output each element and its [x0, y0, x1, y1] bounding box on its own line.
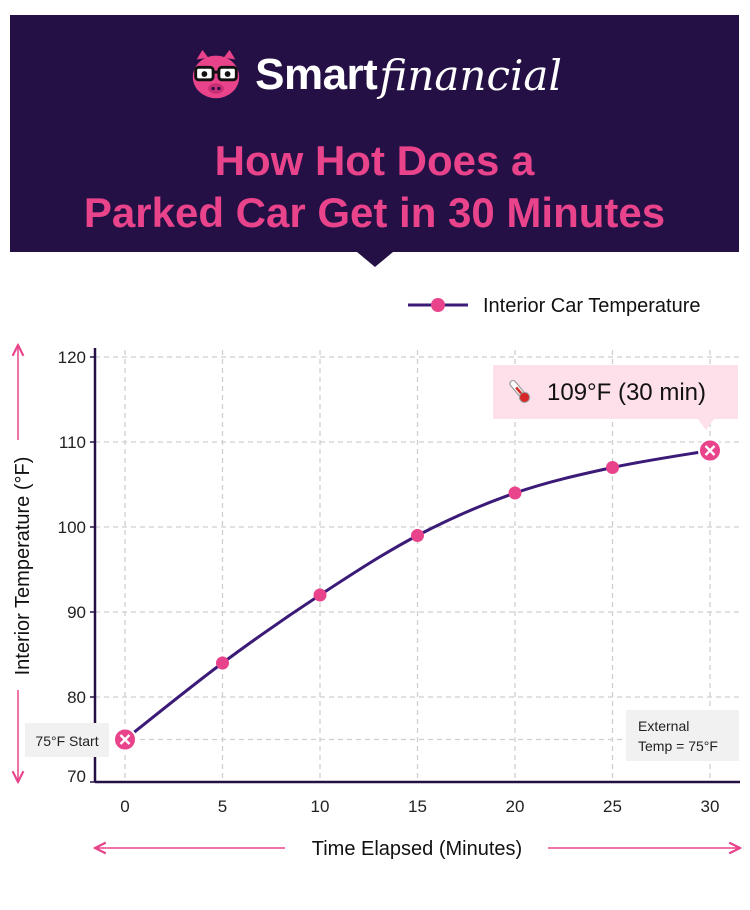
- data-point: [313, 588, 327, 602]
- x-tick-label: 25: [603, 797, 622, 816]
- title-line-1: How Hot Does a: [214, 137, 535, 184]
- end-point-marker: [698, 438, 722, 463]
- peak-callout-text: 109°F (30 min): [547, 379, 706, 406]
- header-banner: Smart financial How Hot Does a Parked Ca…: [10, 15, 739, 252]
- data-point: [606, 461, 619, 474]
- header-notch: [357, 252, 393, 267]
- data-points: [113, 438, 722, 752]
- x-axis-title: Time Elapsed (Minutes): [312, 838, 522, 860]
- data-point: [216, 656, 229, 670]
- x-axis-title-group: Time Elapsed (Minutes): [95, 838, 740, 860]
- close-icon-stroke: [704, 445, 716, 456]
- peak-callout-pointer: [698, 419, 714, 430]
- brand-name-script: financial: [379, 50, 562, 100]
- legend-marker: [431, 298, 445, 312]
- page-title: How Hot Does a Parked Car Get in 30 Minu…: [10, 135, 739, 239]
- y-axis-ticks: 70 80 90 100 110 120: [58, 348, 95, 786]
- pig-with-glasses-icon: [192, 49, 240, 99]
- x-axis-ticks: 0 5 10 15 20 25 30: [120, 797, 719, 816]
- y-tick-label: 110: [59, 433, 86, 452]
- y-axis-title-group: Interior Temperature (°F): [12, 345, 34, 782]
- data-point: [508, 486, 522, 500]
- x-tick-label: 20: [506, 797, 525, 816]
- title-line-2: Parked Car Get in 30 Minutes: [83, 189, 666, 236]
- y-tick-label: 120: [58, 348, 86, 367]
- x-tick-label: 10: [311, 797, 330, 816]
- x-tick-label: 5: [218, 797, 227, 816]
- chart-grid: [95, 350, 740, 782]
- external-temp-line-1: External: [638, 718, 689, 734]
- external-temp-annotation: External Temp = 75°F: [626, 710, 739, 761]
- start-point-marker: [113, 727, 137, 752]
- y-tick-label: 100: [58, 518, 86, 537]
- x-tick-label: 30: [701, 797, 720, 816]
- x-tick-label: 15: [408, 797, 427, 816]
- start-annotation: 75°F Start: [25, 723, 109, 757]
- y-tick-label: 80: [67, 688, 86, 707]
- peak-callout-box: [493, 365, 738, 419]
- start-annotation-box: [25, 723, 109, 757]
- peak-callout: 109°F (30 min): [493, 365, 738, 430]
- x-tick-label: 0: [120, 797, 129, 816]
- thermometer-icon: [509, 379, 530, 403]
- external-temp-box: [626, 710, 739, 761]
- external-temp-line-2: Temp = 75°F: [638, 738, 718, 754]
- brand-name-bold: Smart: [255, 50, 378, 99]
- chart-axes: [93, 348, 740, 784]
- brand-logo[interactable]: Smart financial: [10, 40, 739, 110]
- y-axis-title: Interior Temperature (°F): [12, 457, 34, 676]
- y-tick-label: 70: [67, 767, 86, 786]
- data-point: [411, 529, 424, 542]
- chart-legend: Interior Car Temperature: [408, 295, 701, 317]
- y-tick-label: 90: [67, 603, 86, 622]
- close-icon-stroke: [119, 734, 131, 745]
- start-annotation-text: 75°F Start: [35, 733, 98, 749]
- legend-label: Interior Car Temperature: [483, 295, 701, 317]
